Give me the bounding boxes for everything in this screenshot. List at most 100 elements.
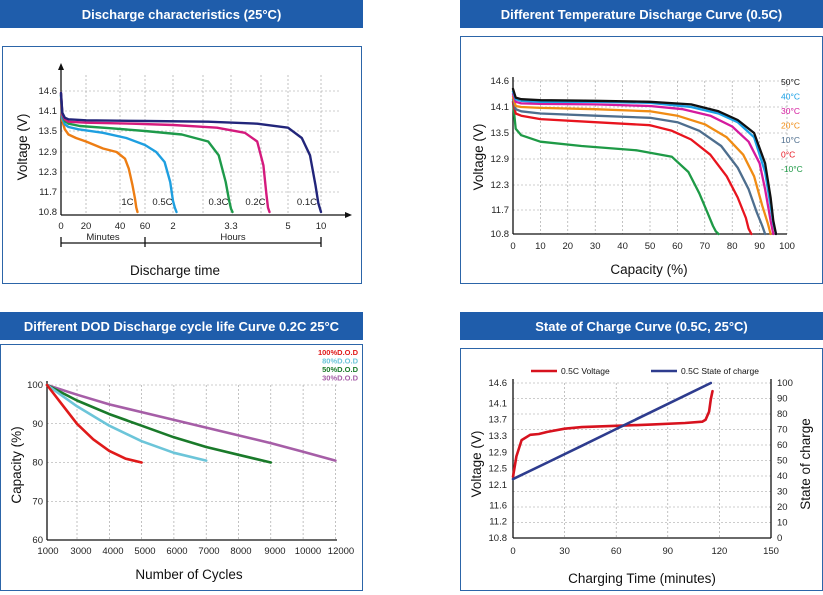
legend-item: 50°C — [781, 77, 800, 87]
series-line — [511, 100, 720, 236]
y-axis-right-title: State of charge — [798, 418, 813, 510]
series-label: 1C — [121, 197, 133, 208]
series-line-01C — [59, 91, 323, 214]
legend-item: 20°C — [781, 121, 800, 131]
y-tick-label: 14.1 — [491, 102, 510, 113]
x-tick-label: 2 — [170, 221, 175, 232]
chart-frame: 14.6 14.1 13.5 12.9 12.3 11.7 10.8 0 20 40 60 2 3.3 5… — [2, 46, 362, 284]
series-line — [511, 98, 767, 236]
y-tick-label: 12.9 — [489, 447, 508, 458]
y-tick-label: 11.7 — [491, 205, 509, 216]
series-line-02C — [59, 91, 271, 214]
x-tick-label: 20 — [81, 221, 92, 232]
x-tick-label: 100 — [779, 241, 795, 252]
y-right-tick-label: 20 — [777, 502, 788, 513]
legend-item: 0.5C State of charge — [681, 366, 759, 376]
x-tick-label: 1000 — [37, 546, 58, 557]
y-tick-label: 12.9 — [491, 154, 510, 165]
chart-frame: 14.6 14.1 13.7 13.3 12.9 12.5 12.1 11.6 11.2 10.8… — [460, 348, 823, 591]
series-line-05C — [59, 93, 178, 214]
legend-item: 80%D.O.D — [322, 357, 358, 366]
x-axis-title: Capacity (%) — [610, 262, 687, 277]
y-axis-title: Voltage (V) — [469, 431, 484, 498]
x-tick-label: 120 — [711, 546, 727, 557]
legend-item: 50%D.O.D — [322, 365, 358, 374]
y-tick-label: 11.7 — [39, 187, 57, 198]
x-tick-label: 50 — [645, 241, 656, 252]
y-tick-label: 90 — [32, 419, 43, 430]
y-right-tick-label: 0 — [777, 533, 782, 544]
y-tick-label: 10.8 — [39, 207, 58, 218]
y-tick-label: 14.6 — [489, 378, 508, 389]
x-tick-label: 3.3 — [224, 221, 237, 232]
series-line-03C — [59, 93, 234, 214]
discharge-characteristics-chart: 14.6 14.1 13.5 12.9 12.3 11.7 10.80 20 40 60 2 3.3 5… — [15, 63, 352, 278]
legend-item: 30°C — [781, 106, 800, 116]
series-line — [45, 383, 208, 462]
y-right-tick-label: 100 — [777, 378, 793, 389]
series-label: 0.3C — [208, 197, 228, 208]
y-right-tick-label: 40 — [777, 471, 788, 482]
x-axis-title: Number of Cycles — [135, 567, 243, 582]
y-tick-label: 100 — [27, 380, 43, 391]
hours-label: Hours — [220, 232, 246, 243]
x-tick-label: 10 — [535, 241, 546, 252]
x-tick-label: 0 — [510, 546, 515, 557]
series-line — [511, 90, 778, 236]
chart-frame: 14.6 14.1 13.5 12.9 12.3 11.7 10.8 0 10 20 30 40 50 6… — [460, 36, 823, 284]
y-tick-label: 60 — [32, 535, 43, 546]
series-line — [511, 92, 775, 236]
panel-title: Different DOD Discharge cycle life Curve… — [0, 312, 363, 340]
x-tick-label: 4000 — [102, 546, 123, 557]
series-line — [45, 383, 337, 462]
x-tick-label: 5000 — [134, 546, 155, 557]
y-tick-label: 13.5 — [39, 126, 58, 137]
x-tick-label: 12000 — [328, 546, 354, 557]
x-tick-label: 40 — [617, 241, 628, 252]
x-axis-arrow — [345, 212, 352, 218]
y-tick-label: 10.8 — [489, 533, 508, 544]
series-line-1C — [59, 97, 139, 214]
y-right-tick-label: 80 — [777, 409, 788, 420]
y-axis-title: Voltage (V) — [471, 124, 486, 191]
y-axis-title: Capacity (%) — [9, 426, 24, 503]
x-tick-label: 60 — [611, 546, 622, 557]
x-tick-label: 150 — [763, 546, 779, 557]
x-tick-label: 30 — [590, 241, 601, 252]
series-label: 0.5C — [152, 197, 172, 208]
series-label: 0.1C — [297, 197, 317, 208]
y-tick-label: 12.3 — [491, 180, 510, 191]
x-tick-label: 10000 — [295, 546, 321, 557]
x-tick-label: 70 — [700, 241, 711, 252]
x-tick-label: 90 — [663, 546, 674, 557]
series-line — [511, 87, 778, 236]
legend-item: 10°C — [781, 135, 800, 145]
temperature-discharge-chart: 14.6 14.1 13.5 12.9 12.3 11.7 10.80 10 20 30 40 50 6… — [471, 76, 803, 277]
minutes-label: Minutes — [86, 232, 120, 243]
panel-title: Different Temperature Discharge Curve (0… — [460, 0, 823, 28]
legend-item: -10°C — [781, 164, 803, 174]
x-tick-label: 40 — [115, 221, 126, 232]
series-line — [511, 381, 713, 481]
x-tick-label: 60 — [140, 221, 151, 232]
y-tick-label: 10.8 — [491, 229, 510, 240]
panel-dod-cycle-life: Different DOD Discharge cycle life Curve… — [0, 312, 363, 591]
x-tick-label: 3000 — [70, 546, 91, 557]
y-right-tick-label: 90 — [777, 394, 788, 405]
y-axis-arrow — [58, 63, 64, 70]
y-tick-label: 80 — [32, 458, 43, 469]
legend-item: 30%D.O.D — [322, 374, 358, 383]
y-tick-label: 70 — [32, 496, 43, 507]
series-line — [45, 383, 273, 464]
state-of-charge-chart: 14.6 14.1 13.7 13.3 12.9 12.5 12.1 11.6 11.2 10.8… — [469, 366, 813, 586]
y-right-tick-label: 30 — [777, 487, 788, 498]
x-tick-label: 60 — [672, 241, 683, 252]
series-label: 0.2C — [245, 197, 265, 208]
y-tick-label: 13.5 — [491, 128, 510, 139]
series-line — [511, 100, 753, 236]
y-axis-title: Voltage (V) — [15, 114, 30, 181]
panel-title: State of Charge Curve (0.5C, 25°C) — [460, 312, 823, 340]
series-line — [511, 95, 772, 236]
x-tick-label: 9000 — [264, 546, 285, 557]
